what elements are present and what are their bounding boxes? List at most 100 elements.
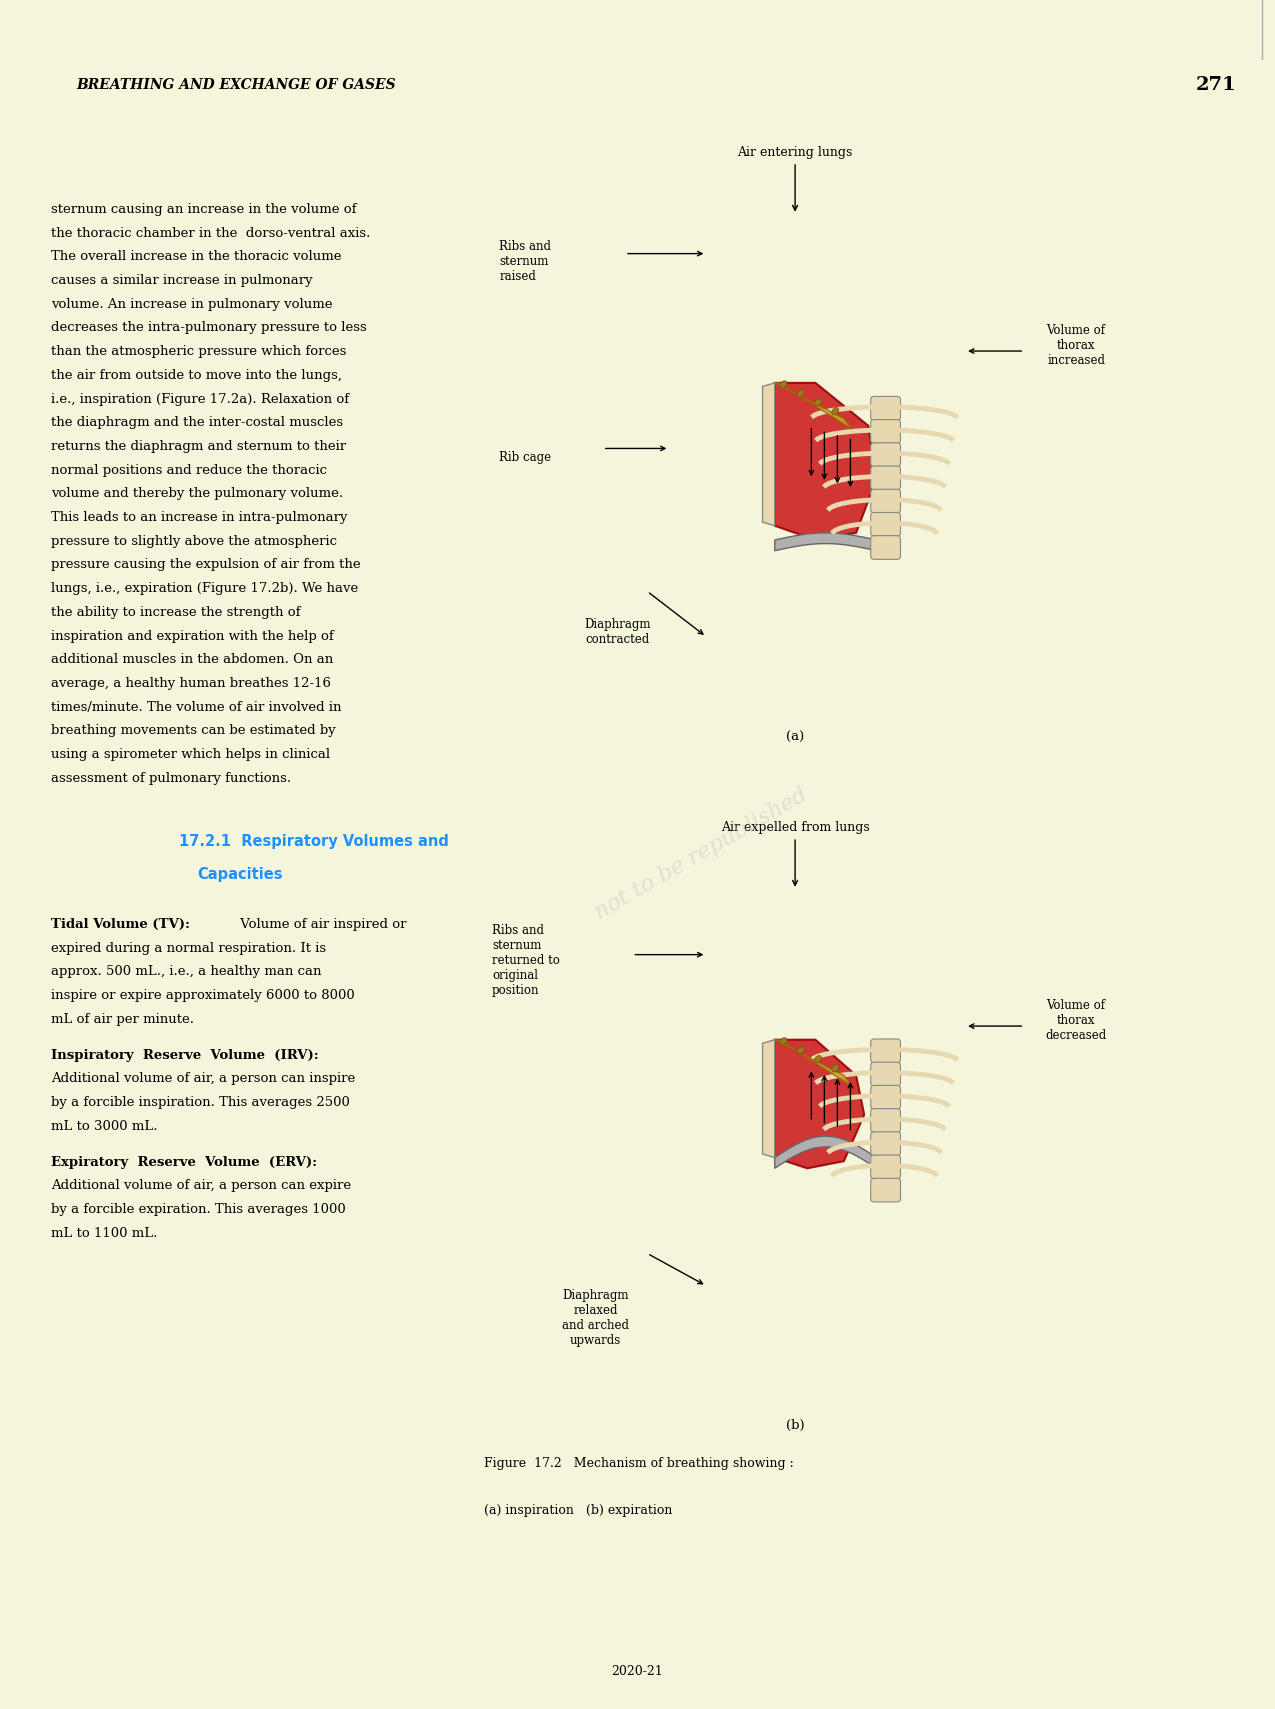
FancyArrowPatch shape bbox=[627, 251, 703, 256]
Text: This leads to an increase in intra-pulmonary: This leads to an increase in intra-pulmo… bbox=[51, 511, 348, 525]
FancyArrowPatch shape bbox=[969, 1024, 1021, 1029]
Text: Diaphragm
relaxed
and arched
upwards: Diaphragm relaxed and arched upwards bbox=[562, 1289, 629, 1347]
FancyBboxPatch shape bbox=[871, 1063, 900, 1085]
FancyArrowPatch shape bbox=[822, 432, 826, 479]
FancyArrowPatch shape bbox=[810, 1073, 813, 1119]
FancyArrowPatch shape bbox=[635, 952, 703, 957]
Text: returns the diaphragm and sternum to their: returns the diaphragm and sternum to the… bbox=[51, 439, 346, 453]
Text: Capacities: Capacities bbox=[198, 868, 283, 882]
Text: 271: 271 bbox=[1196, 77, 1237, 94]
Text: Ribs and
sternum
returned to
original
position: Ribs and sternum returned to original po… bbox=[492, 923, 560, 996]
FancyBboxPatch shape bbox=[871, 1178, 900, 1201]
Text: assessment of pulmonary functions.: assessment of pulmonary functions. bbox=[51, 772, 291, 784]
Text: sternum causing an increase in the volume of: sternum causing an increase in the volum… bbox=[51, 203, 357, 215]
FancyBboxPatch shape bbox=[871, 396, 900, 420]
Text: mL to 1100 mL.: mL to 1100 mL. bbox=[51, 1227, 157, 1241]
Text: normal positions and reduce the thoracic: normal positions and reduce the thoracic bbox=[51, 463, 326, 477]
Text: Expiratory  Reserve  Volume  (ERV):: Expiratory Reserve Volume (ERV): bbox=[51, 1155, 317, 1169]
Ellipse shape bbox=[815, 398, 821, 407]
Text: pressure to slightly above the atmospheric: pressure to slightly above the atmospher… bbox=[51, 535, 337, 549]
Text: using a spirometer which helps in clinical: using a spirometer which helps in clinic… bbox=[51, 749, 330, 761]
Text: the air from outside to move into the lungs,: the air from outside to move into the lu… bbox=[51, 369, 342, 381]
FancyBboxPatch shape bbox=[871, 467, 900, 490]
Ellipse shape bbox=[831, 407, 839, 415]
FancyBboxPatch shape bbox=[871, 420, 900, 443]
Polygon shape bbox=[775, 533, 876, 550]
Text: Additional volume of air, a person can inspire: Additional volume of air, a person can i… bbox=[51, 1073, 356, 1085]
FancyBboxPatch shape bbox=[871, 1131, 900, 1155]
FancyBboxPatch shape bbox=[871, 1039, 900, 1063]
FancyArrowPatch shape bbox=[848, 1084, 853, 1130]
Text: by a forcible expiration. This averages 1000: by a forcible expiration. This averages … bbox=[51, 1203, 346, 1217]
FancyBboxPatch shape bbox=[871, 489, 900, 513]
FancyBboxPatch shape bbox=[871, 513, 900, 537]
Text: decreases the intra-pulmonary pressure to less: decreases the intra-pulmonary pressure t… bbox=[51, 321, 367, 335]
Text: pressure causing the expulsion of air from the: pressure causing the expulsion of air fr… bbox=[51, 559, 361, 571]
Text: Diaphragm
contracted: Diaphragm contracted bbox=[584, 619, 650, 646]
Ellipse shape bbox=[815, 1056, 821, 1063]
Text: lungs, i.e., expiration (Figure 17.2b). We have: lungs, i.e., expiration (Figure 17.2b). … bbox=[51, 583, 358, 595]
Text: The overall increase in the thoracic volume: The overall increase in the thoracic vol… bbox=[51, 250, 342, 263]
Text: Rib cage: Rib cage bbox=[500, 451, 551, 465]
Text: the thoracic chamber in the  dorso-ventral axis.: the thoracic chamber in the dorso-ventra… bbox=[51, 227, 370, 239]
Text: Air expelled from lungs: Air expelled from lungs bbox=[720, 822, 870, 885]
Polygon shape bbox=[775, 383, 876, 540]
FancyBboxPatch shape bbox=[871, 1155, 900, 1179]
Text: Volume of air inspired or: Volume of air inspired or bbox=[236, 918, 407, 931]
Ellipse shape bbox=[797, 1046, 805, 1054]
FancyArrowPatch shape bbox=[835, 1080, 840, 1126]
FancyArrowPatch shape bbox=[835, 436, 840, 482]
Polygon shape bbox=[775, 1039, 864, 1169]
Text: the diaphragm and the inter-costal muscles: the diaphragm and the inter-costal muscl… bbox=[51, 417, 343, 429]
Text: Volume of
thorax
increased: Volume of thorax increased bbox=[1047, 325, 1105, 367]
Text: Inspiratory  Reserve  Volume  (IRV):: Inspiratory Reserve Volume (IRV): bbox=[51, 1049, 319, 1061]
Text: Additional volume of air, a person can expire: Additional volume of air, a person can e… bbox=[51, 1179, 351, 1193]
Text: (b): (b) bbox=[785, 1418, 805, 1432]
Polygon shape bbox=[762, 383, 775, 526]
Text: Ribs and
sternum
raised: Ribs and sternum raised bbox=[500, 239, 551, 282]
Text: mL of air per minute.: mL of air per minute. bbox=[51, 1013, 194, 1025]
Text: inspiration and expiration with the help of: inspiration and expiration with the help… bbox=[51, 629, 334, 643]
Text: 17.2.1  Respiratory Volumes and: 17.2.1 Respiratory Volumes and bbox=[179, 834, 449, 849]
Ellipse shape bbox=[831, 1065, 839, 1072]
Text: Volume of
thorax
decreased: Volume of thorax decreased bbox=[1046, 1000, 1107, 1042]
Text: additional muscles in the abdomen. On an: additional muscles in the abdomen. On an bbox=[51, 653, 333, 667]
Text: BREATHING AND EXCHANGE OF GASES: BREATHING AND EXCHANGE OF GASES bbox=[76, 79, 397, 92]
Text: mL to 3000 mL.: mL to 3000 mL. bbox=[51, 1119, 158, 1133]
Polygon shape bbox=[775, 1039, 852, 1087]
Text: Tidal Volume (TV):: Tidal Volume (TV): bbox=[51, 918, 190, 931]
Polygon shape bbox=[775, 1136, 876, 1169]
Text: Figure  17.2   Mechanism of breathing showing :: Figure 17.2 Mechanism of breathing showi… bbox=[484, 1458, 794, 1470]
Text: Air entering lungs: Air entering lungs bbox=[737, 147, 853, 210]
FancyBboxPatch shape bbox=[871, 535, 900, 559]
FancyBboxPatch shape bbox=[871, 1109, 900, 1133]
Text: volume and thereby the pulmonary volume.: volume and thereby the pulmonary volume. bbox=[51, 487, 343, 501]
Polygon shape bbox=[762, 1039, 775, 1157]
Text: times/minute. The volume of air involved in: times/minute. The volume of air involved… bbox=[51, 701, 342, 714]
Ellipse shape bbox=[797, 390, 805, 396]
Text: approx. 500 mL., i.e., a healthy man can: approx. 500 mL., i.e., a healthy man can bbox=[51, 966, 321, 978]
Text: i.e., inspiration (Figure 17.2a). Relaxation of: i.e., inspiration (Figure 17.2a). Relaxa… bbox=[51, 393, 349, 405]
Text: breathing movements can be estimated by: breathing movements can be estimated by bbox=[51, 725, 335, 738]
Ellipse shape bbox=[780, 381, 787, 388]
Ellipse shape bbox=[780, 1037, 787, 1044]
FancyArrowPatch shape bbox=[810, 429, 813, 475]
Text: (a) inspiration   (b) expiration: (a) inspiration (b) expiration bbox=[484, 1504, 673, 1518]
Text: (a): (a) bbox=[785, 731, 805, 743]
FancyBboxPatch shape bbox=[871, 1085, 900, 1109]
Text: 2020-21: 2020-21 bbox=[612, 1665, 663, 1678]
FancyBboxPatch shape bbox=[871, 443, 900, 467]
FancyArrowPatch shape bbox=[649, 593, 703, 634]
Text: volume. An increase in pulmonary volume: volume. An increase in pulmonary volume bbox=[51, 297, 333, 311]
Text: causes a similar increase in pulmonary: causes a similar increase in pulmonary bbox=[51, 273, 312, 287]
Text: average, a healthy human breathes 12-16: average, a healthy human breathes 12-16 bbox=[51, 677, 332, 690]
FancyArrowPatch shape bbox=[606, 446, 666, 451]
Polygon shape bbox=[775, 383, 852, 429]
Text: by a forcible inspiration. This averages 2500: by a forcible inspiration. This averages… bbox=[51, 1095, 349, 1109]
Text: not to be republished: not to be republished bbox=[592, 784, 811, 925]
Text: inspire or expire approximately 6000 to 8000: inspire or expire approximately 6000 to … bbox=[51, 990, 354, 1001]
FancyArrowPatch shape bbox=[650, 1254, 703, 1283]
Text: than the atmospheric pressure which forces: than the atmospheric pressure which forc… bbox=[51, 345, 347, 359]
FancyArrowPatch shape bbox=[969, 349, 1021, 354]
Text: expired during a normal respiration. It is: expired during a normal respiration. It … bbox=[51, 942, 326, 955]
